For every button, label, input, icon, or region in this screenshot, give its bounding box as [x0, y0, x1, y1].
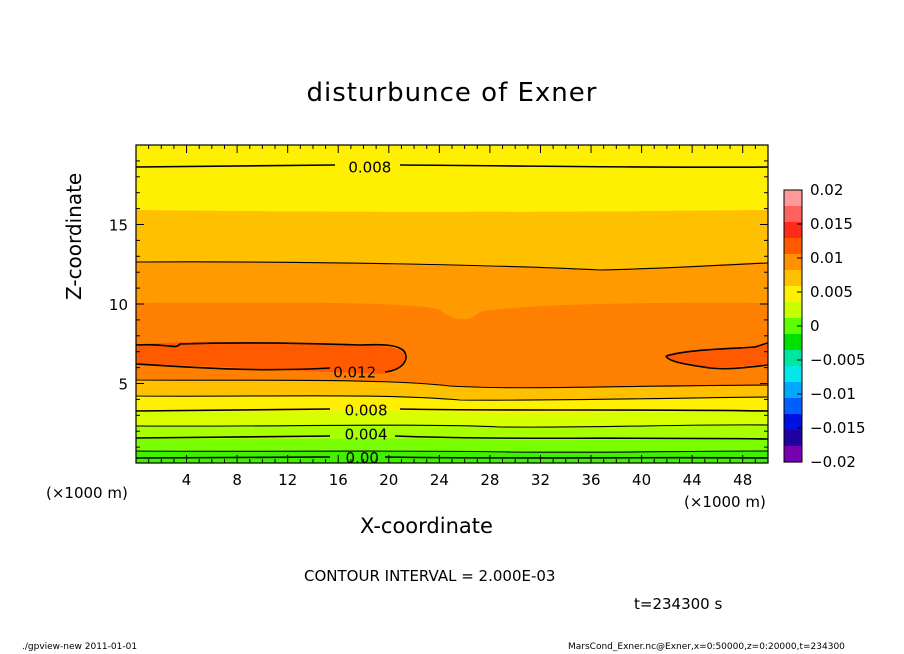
- colorbar-segment: [784, 270, 802, 287]
- y-tick-label: 10: [109, 296, 128, 314]
- x-tick-label: 40: [632, 471, 651, 489]
- contour-line-low3: [136, 424, 768, 428]
- colorbar-tick-label: 0.015: [810, 215, 853, 233]
- contour-lines: [136, 164, 768, 459]
- contour-label: 0.00: [346, 449, 379, 467]
- contour-interval-text: CONTOUR INTERVAL = 2.000E-03: [304, 567, 556, 585]
- colorbar-segment: [784, 398, 802, 415]
- x-tick-label: 32: [531, 471, 550, 489]
- y-tick-labels: 5 10 15: [109, 217, 128, 394]
- x-tick-label: 16: [329, 471, 348, 489]
- contour-line-low2: [136, 395, 768, 401]
- x-tick-labels: 4 8 12 16 20 24 28 32 36 40 44 48: [182, 471, 752, 489]
- contour-line-0008-low: [136, 408, 768, 412]
- y-tick-marks: [136, 144, 768, 464]
- colorbar: [783, 189, 803, 463]
- y-unit-note: (×1000 m): [46, 484, 128, 502]
- footer-right-note: MarsCond_Exner.nc@Exner,x=0:50000,z=0:20…: [568, 642, 845, 652]
- colorbar-segment: [784, 334, 802, 351]
- contour-line-0004: [136, 435, 768, 440]
- contour-label: 0.008: [345, 402, 388, 420]
- x-tick-label: 48: [733, 471, 752, 489]
- colorbar-segment: [784, 190, 802, 207]
- colorbar-segment: [784, 222, 802, 239]
- colorbar-tick-labels: 0.02 0.015 0.01 0.005 0 −0.005 −0.01 −0.015 −0.0…: [810, 181, 866, 471]
- colorbar-segment: [784, 302, 802, 319]
- y-axis-label: Z-coordinate: [62, 172, 86, 300]
- x-tick-label: 36: [581, 471, 600, 489]
- colorbar-tick-label: −0.01: [810, 385, 856, 403]
- colorbar-segment: [784, 318, 802, 335]
- chart-title: disturbunce of Exner: [306, 78, 598, 108]
- contour-labels: 0.008 0.012 0.008 0.004 0.00: [333, 158, 391, 467]
- contour-line-low4: [136, 450, 768, 453]
- x-tick-label: 8: [232, 471, 242, 489]
- colorbar-segment: [784, 350, 802, 367]
- colorbar-segment: [784, 446, 802, 463]
- colorbar-segment: [784, 430, 802, 447]
- footer-left-note: ./gpview-new 2011-01-01: [22, 642, 138, 652]
- colorbar-segment: [784, 382, 802, 399]
- x-tick-label: 28: [480, 471, 499, 489]
- x-tick-label: 24: [430, 471, 449, 489]
- contour-line-0008-top: [136, 164, 768, 169]
- contour-line-0010: [136, 261, 768, 271]
- colorbar-segment: [784, 286, 802, 303]
- colorbar-tick-label: −0.015: [810, 419, 866, 437]
- x-tick-label: 4: [182, 471, 192, 489]
- colorbar-tick-label: 0.02: [810, 181, 843, 199]
- contour-line-0012-right: [665, 342, 768, 370]
- colorbar-segment: [784, 366, 802, 383]
- colorbar-tick-label: 0: [810, 317, 820, 335]
- x-unit-note: (×1000 m): [684, 493, 766, 511]
- colorbar-segment: [784, 414, 802, 431]
- contour-label: 0.004: [345, 425, 388, 443]
- y-tick-label: 15: [109, 217, 128, 235]
- contour-line-low1: [136, 379, 768, 389]
- x-tick-label: 12: [278, 471, 297, 489]
- colorbar-tick-label: 0.005: [810, 283, 853, 301]
- colorbar-tick-label: −0.005: [810, 351, 866, 369]
- contour-label: 0.008: [348, 158, 391, 176]
- colorbar-tick-label: −0.02: [810, 453, 856, 471]
- colorbar-segment: [784, 254, 802, 271]
- contour-field: [136, 145, 768, 463]
- colorbar-segment: [784, 238, 802, 255]
- contour-label: 0.012: [333, 363, 376, 381]
- x-tick-label: 20: [379, 471, 398, 489]
- x-axis-label: X-coordinate: [360, 514, 493, 538]
- contour-line-0000: [136, 456, 768, 459]
- colorbar-tick-label: 0.01: [810, 249, 843, 267]
- band-core-left: [136, 341, 406, 374]
- y-tick-label: 5: [118, 376, 128, 394]
- contour-line-0012-left: [136, 342, 407, 373]
- x-tick-label: 44: [683, 471, 702, 489]
- x-tick-marks: [135, 145, 769, 463]
- time-stamp: t=234300 s: [634, 595, 723, 613]
- colorbar-segment: [784, 206, 802, 223]
